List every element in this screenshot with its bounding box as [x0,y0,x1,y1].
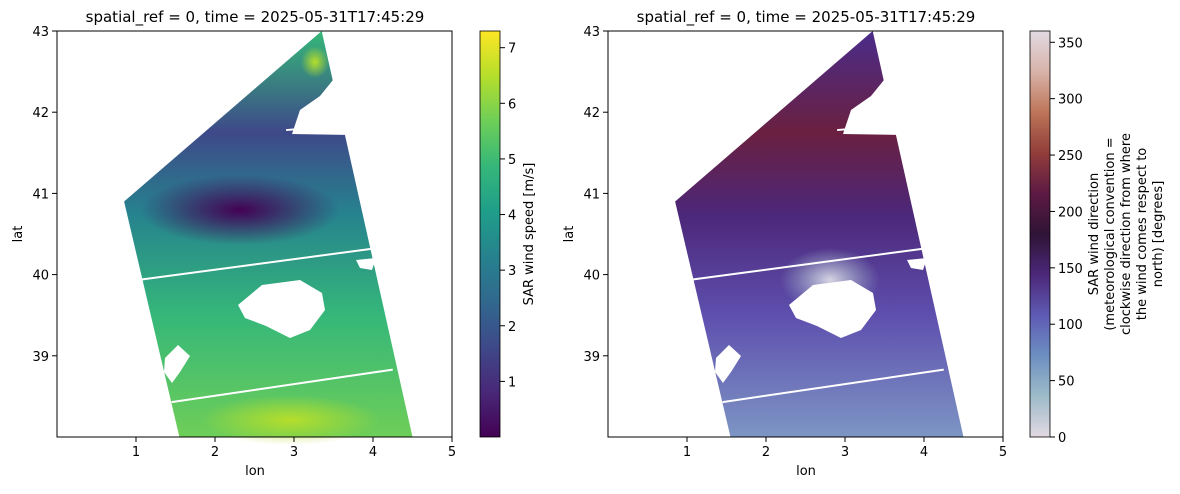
wind-speed-menorca-mask [356,258,376,270]
wind-speed-colorbar-tick-label: 5 [508,153,516,168]
wind-speed-x-tick-label: 2 [211,445,219,460]
wind-direction-axes-frame [607,30,1004,438]
wind-direction-y-tick-label: 43 [583,25,600,40]
wind-direction-colorbar-tick-label: 200 [1058,205,1083,220]
wind-direction-colorbar-tick-label: 300 [1058,93,1083,108]
wind-speed-calm-zone [140,175,340,245]
wind-speed-colorbar-tick-label: 3 [508,264,516,279]
swath-gap-line [722,368,944,404]
wind-direction-x-tick-label: 4 [920,445,928,460]
wind-speed-colorbar-tick-label: 1 [508,375,516,390]
wind-direction-x-label: lon [796,464,816,479]
wind-direction-colorbar-tick-label: 150 [1058,262,1083,277]
swath-gap-line [171,368,393,404]
wind-direction-plot-area [607,30,1004,438]
wind-speed-x-tick-label: 3 [290,445,298,460]
wind-speed-swath-gaps [135,123,393,404]
wind-direction-x-tick-label: 2 [762,445,770,460]
wind-direction-panel: spatial_ref = 0, time = 2025-05-31T17:45… [562,8,1166,479]
wind-speed-axes-frame [56,30,453,438]
wind-speed-plot-area [56,30,453,445]
wind-speed-panel: spatial_ref = 0, time = 2025-05-31T17:45… [11,8,537,479]
wind-speed-strong-zone-north [301,46,329,78]
wind-direction-x-tick-label: 1 [683,445,691,460]
wind-direction-colorbar-ticks: 0 50 100 150 200 250 300 350 [1050,36,1083,446]
wind-speed-y-label: lat [11,226,26,243]
wind-direction-colorbar-label-line: clockwise direction from where [1119,133,1134,335]
wind-direction-menorca-mask [907,258,927,270]
wind-direction-colorbar-tick-label: 350 [1058,36,1083,51]
swath-gap-line [286,123,354,132]
wind-direction-y-tick-label: 39 [583,350,600,365]
wind-speed-strong-zone [200,395,380,445]
wind-direction-ibiza-mask [715,345,741,383]
wind-speed-y-tick-label: 39 [32,350,49,365]
wind-direction-colorbar-tick-label: 100 [1058,318,1083,333]
wind-direction-swath-gaps [686,123,944,404]
wind-speed-colorbar-tick-label: 6 [508,97,516,112]
wind-direction-x-tick-label: 3 [841,445,849,460]
wind-speed-colorbar-tick-label: 7 [508,42,516,57]
wind-speed-colorbar-ticks: 1 2 3 4 5 6 7 [500,42,516,390]
swath-gap-line [837,123,905,132]
wind-direction-coast-mask [843,78,903,135]
wind-speed-colorbar: 1 2 3 4 5 6 7 SAR wind speed [m/s] [479,30,537,438]
wind-speed-y-ticks: 39 40 41 42 43 [32,25,57,365]
wind-speed-colorbar-tick-label: 2 [508,320,516,335]
wind-speed-colorbar-label: SAR wind speed [m/s] [522,163,537,306]
wind-direction-colorbar-tick-label: 50 [1058,375,1075,390]
wind-speed-mallorca-mask [238,280,325,338]
wind-direction-colorbar-label: SAR wind direction (meteorological conven… [1087,133,1166,335]
wind-speed-title: spatial_ref = 0, time = 2025-05-31T17:45… [86,8,425,27]
wind-direction-x-ticks: 1 2 3 4 5 [683,437,1007,460]
wind-speed-x-label: lon [245,464,265,479]
swath-gap-line [686,247,925,282]
wind-speed-coast-mask [292,78,352,135]
wind-speed-ibiza-mask [164,345,190,383]
wind-speed-colorbar-tick-label: 4 [508,209,516,224]
wind-direction-colorbar-label-line: the wind comes respect to [1135,148,1150,321]
wind-speed-x-ticks: 1 2 3 4 5 [132,437,456,460]
wind-direction-colorbar-ramp [1029,30,1051,438]
wind-speed-y-tick-label: 40 [32,269,49,284]
wind-direction-y-tick-label: 41 [583,187,600,202]
wind-direction-colorbar-label-line: SAR wind direction [1087,173,1102,295]
wind-direction-colorbar-label-line: (meteorological convention = [1103,137,1118,330]
wind-direction-y-label: lat [562,226,577,243]
wind-direction-colorbar-tick-label: 0 [1058,431,1066,446]
wind-direction-y-tick-label: 40 [583,269,600,284]
wind-direction-colorbar: 0 50 100 150 200 250 300 350 SAR wind direction… [1029,30,1166,446]
wind-speed-y-tick-label: 42 [32,106,49,121]
wind-direction-colorbar-label-line: north) [degrees] [1151,181,1166,288]
wind-direction-title: spatial_ref = 0, time = 2025-05-31T17:45… [637,8,976,27]
swath-gap-line [135,247,374,282]
wind-speed-x-tick-label: 1 [132,445,140,460]
wind-speed-colorbar-ramp [479,30,501,438]
wind-speed-x-tick-label: 4 [369,445,377,460]
wind-direction-x-tick-label: 5 [999,445,1007,460]
wind-speed-x-tick-label: 5 [448,445,456,460]
wind-direction-colorbar-tick-label: 250 [1058,149,1083,164]
wind-direction-mallorca-mask [789,280,876,338]
wind-direction-y-ticks: 39 40 41 42 43 [583,25,608,365]
wind-speed-y-tick-label: 41 [32,187,49,202]
wind-direction-y-tick-label: 42 [583,106,600,121]
wind-speed-y-tick-label: 43 [32,25,49,40]
